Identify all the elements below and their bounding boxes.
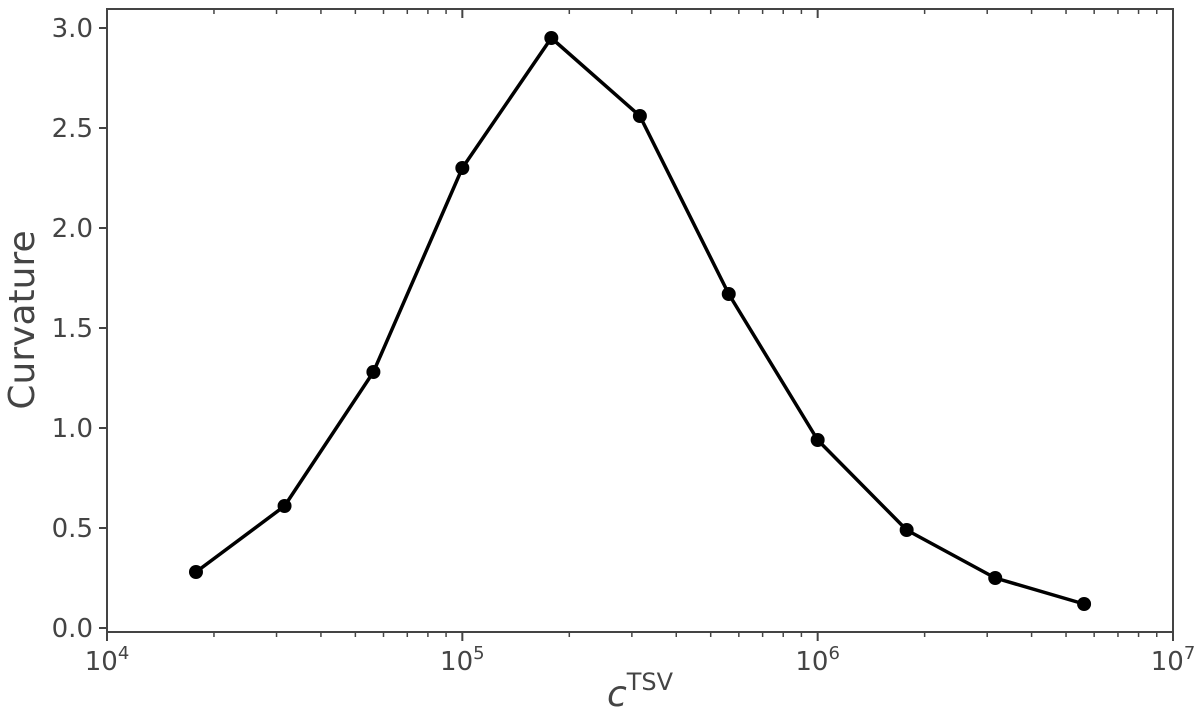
data-point — [1077, 597, 1092, 611]
y-tick-label: 2.5 — [52, 114, 93, 144]
x-tick-label-base: 10 — [85, 647, 118, 677]
data-point — [988, 571, 1003, 585]
y-tick-label: 1.5 — [52, 314, 93, 344]
y-tick-label: 3.0 — [52, 14, 93, 44]
x-tick-label-base: 10 — [795, 647, 828, 677]
x-axis-label-base: c — [607, 674, 627, 715]
x-axis-label-superscript: TSV — [626, 668, 674, 696]
plot-frame — [106, 8, 1174, 633]
data-point — [455, 161, 470, 175]
series-layer — [188, 31, 1092, 611]
y-tick-label: 0.0 — [52, 614, 93, 644]
data-point — [810, 433, 825, 447]
y-tick-label: 2.0 — [52, 214, 93, 244]
x-tick-label: 106 — [795, 643, 840, 677]
x-axis-ticks: 104 105 106 107 — [85, 9, 1196, 677]
data-point — [366, 365, 381, 379]
x-tick-label-exponent: 6 — [828, 643, 839, 664]
data-point — [721, 287, 736, 301]
data-point — [277, 499, 292, 513]
x-axis-label: cTSV — [607, 668, 674, 715]
y-axis-ticks: 0.0 0.5 1.0 1.5 2.0 2.5 3.0 — [52, 14, 107, 644]
data-point — [899, 523, 914, 537]
x-tick-label: 104 — [85, 643, 130, 677]
x-tick-label-exponent: 4 — [118, 643, 129, 664]
y-tick-label: 1.0 — [52, 414, 93, 444]
data-point — [188, 565, 203, 579]
data-point — [544, 31, 559, 45]
y-axis-label: Curvature — [2, 230, 43, 409]
y-tick-label: 0.5 — [52, 514, 93, 544]
x-tick-label: 105 — [440, 643, 485, 677]
x-tick-label-exponent: 7 — [1184, 643, 1195, 664]
data-point — [632, 109, 647, 123]
x-tick-label: 107 — [1151, 643, 1196, 677]
x-tick-label-exponent: 5 — [473, 643, 484, 664]
x-tick-label-base: 10 — [1151, 647, 1184, 677]
x-tick-label-base: 10 — [440, 647, 473, 677]
